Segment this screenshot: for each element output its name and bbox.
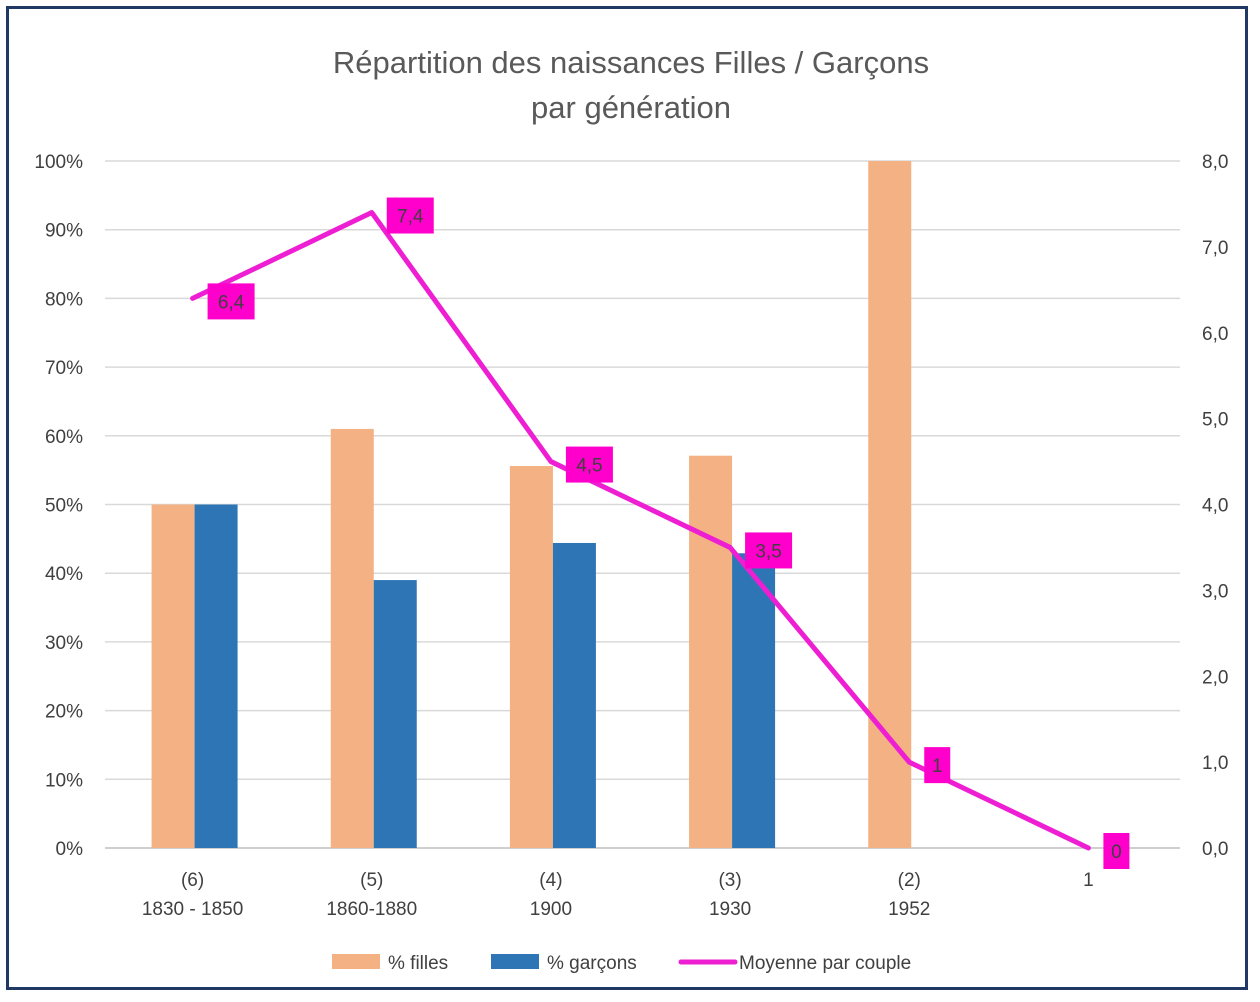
- bar-filles: [868, 161, 912, 848]
- data-label: 6,4: [218, 292, 245, 313]
- bar-filles: [689, 455, 733, 848]
- data-label-box: [565, 446, 613, 483]
- title-line-1: Répartition des naissances Filles / Garç…: [333, 45, 929, 80]
- legend-swatch: [491, 954, 539, 969]
- bar-garcons: [194, 504, 238, 848]
- y-left-tick-label: 70%: [45, 358, 83, 379]
- bar-filles: [509, 466, 553, 848]
- data-label-box: [924, 747, 951, 784]
- legend-label: Moyenne par couple: [739, 953, 911, 974]
- y-right-tick-label: 8,0: [1202, 152, 1228, 173]
- chart-svg: Répartition des naissances Filles / Garç…: [34, 45, 1228, 974]
- x-tick-label: 1900: [530, 899, 572, 920]
- x-tick-label: 1952: [888, 899, 930, 920]
- data-label-box: [745, 532, 793, 569]
- x-tick-label: 1860-1880: [326, 899, 417, 920]
- x-tick-label: (5): [360, 870, 383, 891]
- x-tick-label: 1: [1083, 870, 1094, 891]
- line-series: [190, 210, 1091, 851]
- bars: [151, 161, 912, 848]
- x-tick-label: (6): [181, 870, 204, 891]
- legend-label: % filles: [388, 953, 448, 974]
- chart-title: Répartition des naissances Filles / Garç…: [333, 45, 929, 125]
- y-right-tick-label: 1,0: [1202, 753, 1228, 774]
- y-left-tick-label: 80%: [45, 289, 83, 310]
- y-right-tick-label: 2,0: [1202, 667, 1228, 688]
- data-labels: 6,4 7,4 4,5 3,5 1 0: [207, 197, 1130, 869]
- bar-garcons: [552, 542, 596, 848]
- y-right-tick-label: 3,0: [1202, 581, 1228, 602]
- y-left-tick-label: 0%: [56, 839, 84, 860]
- y-right-tick-label: 4,0: [1202, 496, 1228, 517]
- y-left-tick-label: 90%: [45, 221, 83, 242]
- legend: % filles % garçons Moyenne par couple: [332, 953, 911, 974]
- data-label-box: [1103, 833, 1130, 869]
- x-tick-label: (4): [539, 870, 562, 891]
- y-axis-left: 0% 10% 20% 30% 40% 50% 60% 70% 80% 90% 100%: [34, 152, 83, 860]
- y-right-tick-label: 7,0: [1202, 238, 1228, 259]
- line-moyenne-par-couple: [190, 210, 1091, 851]
- legend-label: % garçons: [547, 953, 637, 974]
- y-right-tick-label: 5,0: [1202, 410, 1228, 431]
- y-left-tick-label: 60%: [45, 427, 83, 448]
- legend-swatch: [332, 954, 380, 969]
- x-axis: (6) 1830 - 1850 (5) 1860-1880 (4) 1900 (3) 1930…: [142, 870, 1094, 920]
- y-axis-right: 0,0 1,0 2,0 3,0 4,0 5,0 6,0 7,0 8,0: [1202, 152, 1228, 860]
- data-label-box: [207, 283, 255, 320]
- x-tick-label: 1930: [709, 899, 751, 920]
- y-right-tick-label: 0,0: [1202, 839, 1228, 860]
- bar-filles: [151, 504, 195, 848]
- y-left-tick-label: 40%: [45, 564, 83, 585]
- chart-frame: Répartition des naissances Filles / Garç…: [6, 6, 1248, 990]
- data-label: 7,4: [397, 207, 424, 228]
- data-label: 0: [1111, 842, 1122, 863]
- bar-filles: [330, 428, 374, 848]
- y-left-tick-label: 20%: [45, 702, 83, 723]
- bar-garcons: [373, 580, 417, 848]
- y-left-tick-label: 10%: [45, 770, 83, 791]
- y-right-tick-label: 6,0: [1202, 324, 1228, 345]
- y-left-tick-label: 30%: [45, 633, 83, 654]
- data-label: 1: [932, 756, 943, 777]
- bar-garcons: [732, 553, 776, 848]
- x-tick-label: (2): [898, 870, 921, 891]
- data-label: 4,5: [576, 456, 602, 477]
- data-label-box: [386, 197, 434, 234]
- x-tick-label: 1830 - 1850: [142, 899, 243, 920]
- x-tick-label: (3): [718, 870, 741, 891]
- title-line-2: par génération: [531, 90, 731, 125]
- data-label: 3,5: [755, 541, 781, 562]
- y-left-tick-label: 100%: [34, 152, 83, 173]
- y-left-tick-label: 50%: [45, 496, 83, 517]
